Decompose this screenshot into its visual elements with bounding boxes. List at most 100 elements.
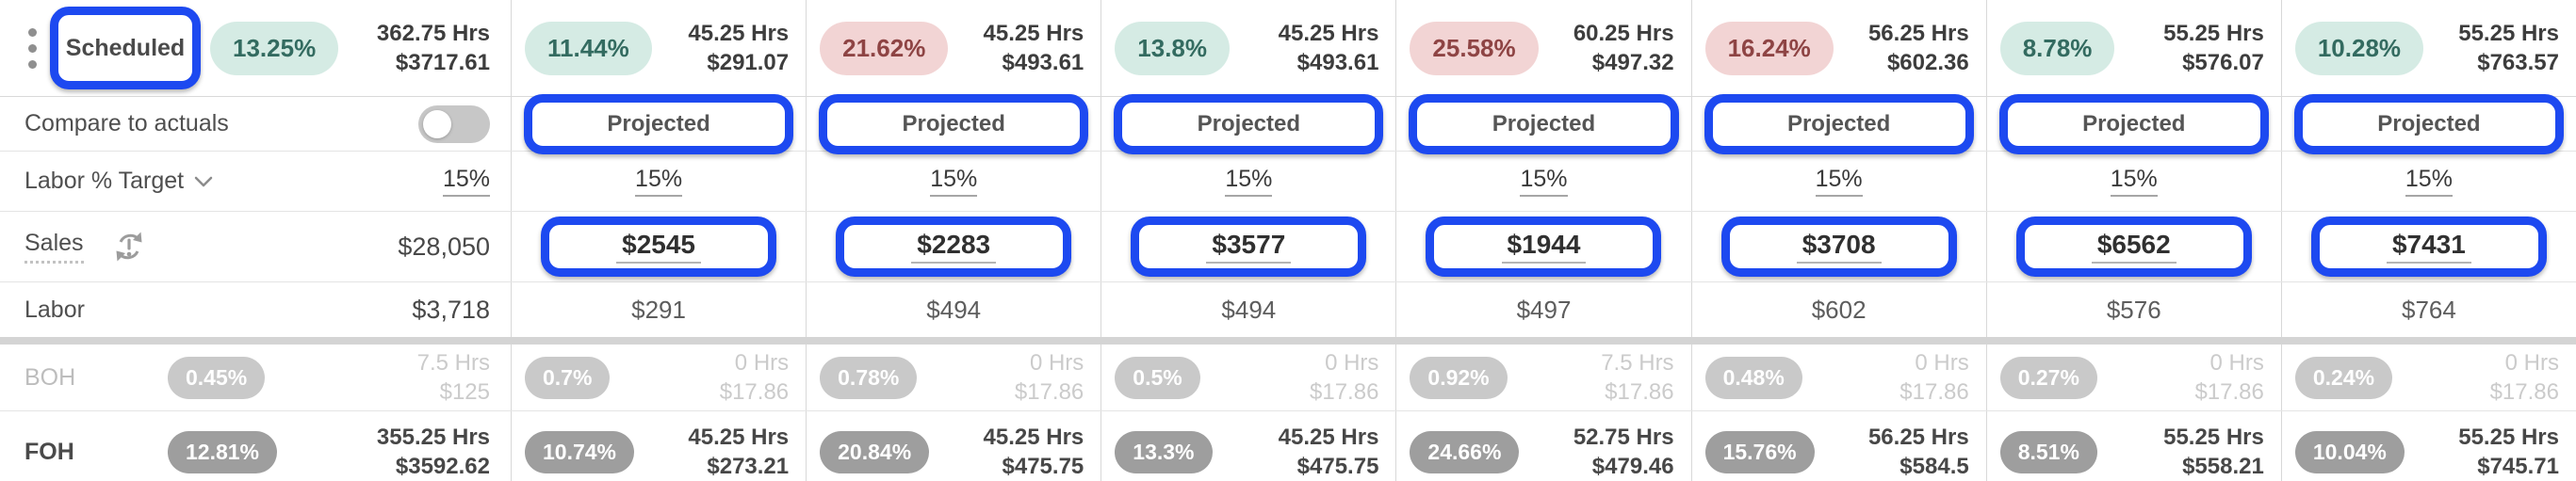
labor-percent-badge: 13.25%	[210, 21, 339, 75]
day-cost: $763.57	[2477, 50, 2559, 75]
projection-mode-button[interactable]: Projected	[1114, 93, 1384, 154]
sales-input[interactable]: $2283	[836, 216, 1072, 277]
sales-total-value[interactable]: $28,050	[398, 232, 490, 261]
day-stat: 45.25 Hrs $291.07	[688, 19, 789, 77]
projection-mode-label: Projected	[1492, 110, 1596, 136]
projection-mode-button[interactable]: Projected	[2293, 93, 2564, 154]
boh-hours: 0 Hrs	[2504, 350, 2559, 376]
scheduled-summary-cell: Scheduled 13.25% 362.75 Hrs $3717.61	[0, 0, 511, 96]
boh-percent-badge: 0.92%	[1410, 356, 1508, 399]
foh-cost: $273.21	[707, 454, 790, 479]
boh-percent-badge: 0.24%	[2294, 356, 2393, 399]
day-labor-value: $764	[2401, 295, 2456, 324]
day-target-value[interactable]: 15%	[930, 166, 978, 197]
day-target-value[interactable]: 15%	[1815, 166, 1863, 197]
chevron-down-icon	[193, 175, 214, 188]
day-header-cell: 13.8% 45.25 Hrs $493.61	[1101, 0, 1395, 96]
foh-day-stat: 55.25 Hrs $558.21	[2163, 423, 2264, 481]
boh-percent-badge: 0.45%	[168, 356, 266, 399]
projection-mode-label: Projected	[2377, 110, 2481, 136]
day-target-value[interactable]: 15%	[1520, 166, 1568, 197]
labor-summary-cell: Labor $3,718	[0, 282, 511, 337]
kebab-menu-icon[interactable]	[24, 27, 50, 69]
sales-input[interactable]: $7431	[2310, 216, 2547, 277]
week-total-hours: 362.75 Hrs	[376, 21, 490, 46]
day-stat: 45.25 Hrs $493.61	[984, 19, 1084, 77]
compare-to-actuals-cell: Compare to actuals	[0, 97, 511, 151]
foh-percent-badge: 8.51%	[1999, 430, 2097, 473]
day-hours: 56.25 Hrs	[1867, 21, 1969, 46]
projection-mode-label: Projected	[607, 110, 710, 136]
boh-label: BOH	[24, 363, 76, 391]
foh-hours: 55.25 Hrs	[2458, 425, 2559, 450]
labor-percent-badge: 16.24%	[1704, 21, 1834, 75]
foh-hours: 56.25 Hrs	[1867, 425, 1969, 450]
labor-percent-badge: 21.62%	[820, 21, 949, 75]
day-target-value[interactable]: 15%	[2110, 166, 2158, 197]
day-target-value[interactable]: 15%	[1225, 166, 1273, 197]
sales-input[interactable]: $6562	[2015, 216, 2252, 277]
projection-mode-label: Projected	[1786, 110, 1891, 136]
foh-cost: $479.46	[1591, 454, 1674, 479]
labor-total-value: $3,718	[412, 295, 490, 324]
foh-day-stat: 45.25 Hrs $273.21	[688, 423, 789, 481]
day-labor-value: $576	[2106, 295, 2161, 324]
foh-hours: 355.25 Hrs	[376, 425, 490, 450]
boh-cost: $17.86	[2194, 379, 2264, 405]
labor-target-dropdown[interactable]: Labor % Target	[24, 168, 214, 195]
labor-label: Labor	[24, 296, 85, 323]
compare-to-actuals-toggle[interactable]	[418, 104, 490, 143]
day-target-value[interactable]: 15%	[635, 166, 683, 197]
sales-input[interactable]: $1944	[1426, 216, 1662, 277]
labor-target-value[interactable]: 15%	[442, 166, 490, 197]
day-hours: 55.25 Hrs	[2458, 21, 2559, 46]
foh-day-stat: 55.25 Hrs $745.71	[2458, 423, 2559, 481]
sales-input[interactable]: $2545	[541, 216, 777, 277]
foh-percent-badge: 20.84%	[820, 430, 930, 473]
projection-mode-button[interactable]: Projected	[819, 93, 1089, 154]
boh-cost: $17.86	[1310, 379, 1379, 405]
day-hours: 55.25 Hrs	[2163, 21, 2264, 46]
foh-cost: $584.5	[1899, 454, 1969, 479]
day-header-cell: 16.24% 56.25 Hrs $602.36	[1690, 0, 1986, 96]
day-stat: 55.25 Hrs $763.57	[2458, 19, 2559, 77]
foh-day-stat: 56.25 Hrs $584.5	[1868, 423, 1969, 481]
sales-input-value: $3708	[1796, 230, 1882, 264]
projection-mode-button[interactable]: Projected	[1409, 93, 1679, 154]
day-labor-value: $497	[1516, 295, 1572, 324]
sales-input[interactable]: $3708	[1720, 216, 1957, 277]
sales-input[interactable]: $3577	[1131, 216, 1367, 277]
day-stat: 56.25 Hrs $602.36	[1868, 19, 1969, 77]
projection-mode-button[interactable]: Projected	[524, 93, 794, 154]
boh-cost: $125	[439, 379, 490, 405]
day-cost: $497.32	[1591, 50, 1674, 75]
boh-hours: 0 Hrs	[2209, 350, 2264, 376]
sales-summary-cell: Sales $28,050	[0, 212, 511, 281]
labor-percent-badge: 13.8%	[1115, 21, 1231, 75]
week-total-stat: 362.75 Hrs $3717.61	[377, 19, 490, 77]
projection-mode-button[interactable]: Projected	[1704, 93, 1974, 154]
boh-hours: 0 Hrs	[1325, 350, 1379, 376]
foh-cost: $475.75	[1002, 454, 1084, 479]
sync-alert-icon	[112, 230, 146, 264]
boh-department-row: BOH 0.45% 7.5 Hrs $125 0.7% 0 Hrs $17.86 0.…	[0, 345, 2576, 411]
foh-total-stat: 355.25 Hrs $3592.62	[377, 423, 490, 481]
labor-percent-badge: 8.78%	[1999, 21, 2115, 75]
projection-mode-row: Compare to actuals Projected Projected P…	[0, 93, 2576, 154]
sales-label: Sales	[24, 230, 84, 264]
day-header-cell: 11.44% 45.25 Hrs $291.07	[511, 0, 806, 96]
projection-mode-button[interactable]: Projected	[1998, 93, 2269, 154]
sales-input-value: $6562	[2091, 230, 2177, 264]
day-labor-value: $291	[631, 295, 686, 324]
boh-day-stat: 0 Hrs $17.86	[1015, 348, 1084, 407]
labor-percent-badge: 10.28%	[2294, 21, 2424, 75]
boh-cost: $17.86	[1899, 379, 1969, 405]
day-hours: 45.25 Hrs	[1278, 21, 1379, 46]
foh-day-stat: 52.75 Hrs $479.46	[1573, 423, 1674, 481]
schedule-mode-button[interactable]: Scheduled	[50, 7, 201, 89]
boh-hours: 7.5 Hrs	[1601, 350, 1674, 376]
day-target-value[interactable]: 15%	[2405, 166, 2453, 197]
day-stat: 45.25 Hrs $493.61	[1279, 19, 1379, 77]
foh-label: FOH	[24, 438, 74, 465]
